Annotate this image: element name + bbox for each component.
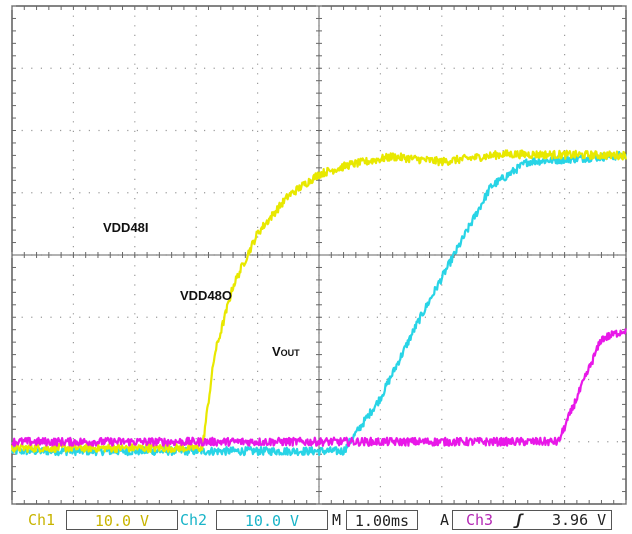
scope-status-bar: Ch1 10.0 V Ch2 10.0 V M 1.00ms A Ch3 ʃ 3… bbox=[0, 508, 632, 532]
trace-ch3 bbox=[11, 328, 627, 447]
a-label: A bbox=[440, 511, 450, 529]
trigger-slope-icon: ʃ bbox=[514, 511, 524, 529]
ch1-scale-box: 10.0 V bbox=[66, 510, 178, 530]
ch3-trace-label: VOUT bbox=[272, 344, 300, 359]
trigger-box bbox=[452, 510, 612, 530]
ch1-name: Ch1 bbox=[28, 511, 56, 529]
ch2-name: Ch2 bbox=[180, 511, 208, 529]
graticule bbox=[11, 5, 627, 505]
trace-ch1 bbox=[10, 149, 627, 454]
trigger-level: 3.96 V bbox=[552, 511, 607, 529]
ch3-label-suffix: OUT bbox=[281, 348, 301, 358]
trace-labels: VDD48I VDD48O VOUT bbox=[103, 220, 300, 359]
ch2-scale-box: 10.0 V bbox=[216, 510, 328, 530]
ch3-label-prefix: V bbox=[272, 344, 281, 359]
ch1-trace-label: VDD48I bbox=[103, 220, 149, 235]
waveform-traces bbox=[10, 149, 627, 457]
timebase-box: 1.00ms bbox=[346, 510, 418, 530]
ch2-trace-label: VDD48O bbox=[180, 288, 232, 303]
m-label: M bbox=[332, 511, 342, 529]
trigger-source: Ch3 bbox=[466, 511, 494, 529]
